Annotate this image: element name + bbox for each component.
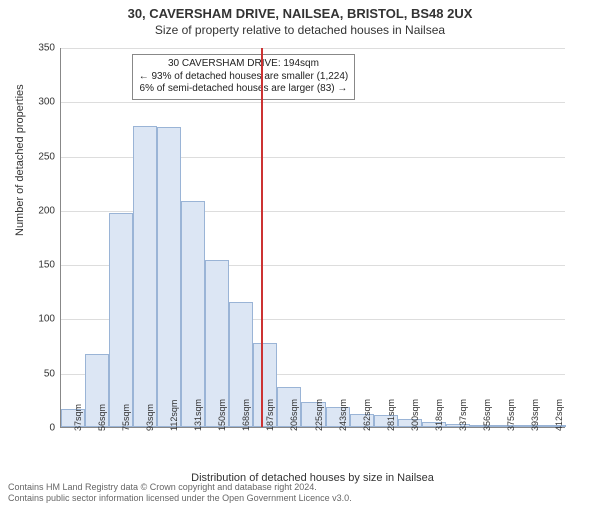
annotation-line: 30 CAVERSHAM DRIVE: 194sqm (139, 58, 349, 71)
histogram-bar (181, 201, 205, 427)
x-tick-label: 393sqm (528, 399, 540, 431)
annotation-line: ← 93% of detached houses are smaller (1,… (139, 71, 349, 84)
annotation-box: 30 CAVERSHAM DRIVE: 194sqm← 93% of detac… (132, 54, 356, 100)
x-tick-label: 187sqm (263, 399, 275, 431)
gridline (61, 102, 565, 103)
x-tick-label: 337sqm (456, 399, 468, 431)
chart-container: 30 CAVERSHAM DRIVE: 194sqm← 93% of detac… (60, 48, 565, 428)
x-tick-label: 37sqm (71, 404, 83, 431)
chart-title-main: 30, CAVERSHAM DRIVE, NAILSEA, BRISTOL, B… (0, 6, 600, 21)
y-tick-label: 0 (49, 423, 61, 434)
x-tick-label: 243sqm (336, 399, 348, 431)
y-tick-label: 100 (38, 314, 61, 325)
histogram-bar (157, 127, 181, 427)
x-tick-label: 225sqm (312, 399, 324, 431)
plot-area: 30 CAVERSHAM DRIVE: 194sqm← 93% of detac… (60, 48, 565, 428)
y-tick-label: 250 (38, 151, 61, 162)
reference-line (261, 48, 263, 427)
x-tick-label: 168sqm (239, 399, 251, 431)
x-tick-label: 262sqm (360, 399, 372, 431)
histogram-bar (109, 213, 133, 427)
y-tick-label: 150 (38, 260, 61, 271)
y-tick-label: 350 (38, 43, 61, 54)
footer-line-1: Contains HM Land Registry data © Crown c… (8, 482, 352, 493)
footer-line-2: Contains public sector information licen… (8, 493, 352, 504)
x-tick-label: 93sqm (143, 404, 155, 431)
x-tick-label: 150sqm (215, 399, 227, 431)
x-tick-label: 318sqm (432, 399, 444, 431)
x-tick-label: 375sqm (504, 399, 516, 431)
gridline (61, 48, 565, 49)
y-axis-label: Number of detached properties (14, 84, 26, 236)
histogram-bar (133, 126, 157, 427)
x-tick-label: 356sqm (480, 399, 492, 431)
x-tick-label: 56sqm (95, 404, 107, 431)
x-tick-label: 131sqm (191, 399, 203, 431)
x-tick-label: 412sqm (552, 399, 564, 431)
x-tick-label: 75sqm (119, 404, 131, 431)
x-tick-label: 112sqm (167, 400, 179, 431)
y-tick-label: 50 (44, 368, 61, 379)
x-tick-label: 281sqm (384, 399, 396, 431)
footer-attribution: Contains HM Land Registry data © Crown c… (8, 482, 352, 504)
y-tick-label: 200 (38, 205, 61, 216)
chart-title-sub: Size of property relative to detached ho… (0, 23, 600, 37)
x-tick-label: 300sqm (408, 399, 420, 431)
y-tick-label: 300 (38, 97, 61, 108)
x-tick-label: 206sqm (287, 399, 299, 431)
annotation-line: 6% of semi-detached houses are larger (8… (139, 83, 349, 96)
